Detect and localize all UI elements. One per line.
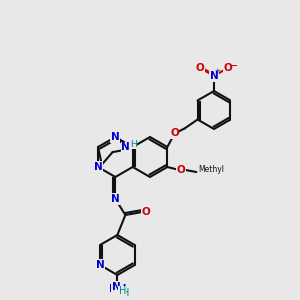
Text: H: H [130,140,137,148]
Text: O: O [224,63,232,73]
Text: O: O [177,165,186,175]
Text: H: H [119,286,126,296]
Text: −: − [229,61,239,71]
Text: Methyl: Methyl [198,166,224,175]
Text: N: N [210,71,218,81]
Text: O: O [142,207,151,217]
Text: +: + [214,68,220,74]
Text: N: N [94,162,102,172]
Text: N: N [96,260,104,270]
Text: N: N [111,194,120,204]
Text: N: N [122,142,130,152]
Text: O: O [170,128,179,139]
Text: H: H [122,288,129,298]
Text: NH: NH [109,284,126,294]
Text: O: O [196,63,204,73]
Text: N: N [111,132,120,142]
Text: N: N [112,282,121,292]
